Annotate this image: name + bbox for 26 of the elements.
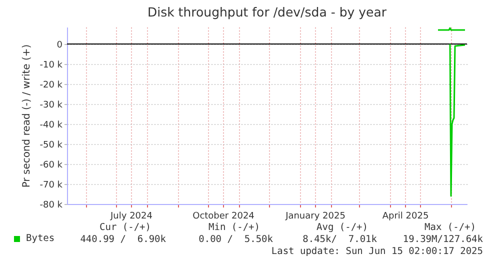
x-tick-label: October 2024 [192,212,255,222]
y-tick-label: -50 k [40,140,64,150]
x-tick-label: April 2025 [382,212,429,222]
y-tick-label: -80 k [40,200,64,210]
text: Cur (-/+) [100,222,151,233]
y-tick-label: 0 [56,40,63,50]
y-tick-label: -10 k [40,60,64,70]
x-tick-label: July 2024 [110,212,153,222]
y-tick-label: -70 k [40,180,64,190]
text: Max (-/+) [424,222,476,233]
text: Avg (-/+) [316,222,368,233]
text: 0.00 / 5.50k [198,234,273,245]
text: 440.99 / 6.90k [80,234,166,245]
text: Last update: Sun Jun 15 02:00:17 2025 [271,246,483,257]
legend-label: Bytes [26,233,55,244]
y-tick-label: -20 k [40,80,64,90]
y-axis-title: Pr second read (-) / write (+) [22,44,33,188]
text: 8.45k/ 7.01k [302,234,377,245]
text: Min (-/+) [208,222,260,233]
line-series [449,43,466,197]
text: 19.39M/127.64k [402,234,483,245]
chart-title: Disk throughput for /dev/sda - by year [147,4,388,20]
y-tick-label: -40 k [40,120,64,130]
y-tick-label: -30 k [40,100,64,110]
y-tick-label: -60 k [40,160,64,170]
x-tick-label: January 2025 [284,212,346,222]
